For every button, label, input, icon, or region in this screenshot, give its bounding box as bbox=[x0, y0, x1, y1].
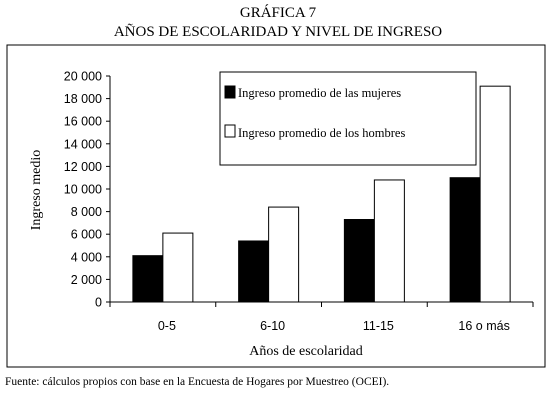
bar-women bbox=[343, 219, 375, 303]
legend: Ingreso promedio de las mujeres Ingreso … bbox=[219, 71, 477, 166]
bar-women bbox=[132, 255, 164, 303]
y-tick-label: 2 000 bbox=[71, 273, 102, 287]
legend-label-women: Ingreso promedio de las mujeres bbox=[238, 86, 401, 100]
y-tick-label: 0 bbox=[95, 296, 102, 310]
y-tick-label: 8 000 bbox=[71, 205, 102, 219]
legend-swatch-men bbox=[224, 124, 236, 138]
bar-men bbox=[268, 206, 300, 303]
x-axis-label: Años de escolaridad bbox=[249, 344, 363, 359]
y-tick-label: 20 000 bbox=[64, 70, 102, 84]
y-tick-label: 14 000 bbox=[64, 137, 102, 151]
x-axis: 0-5 6-10 11-15 16 o más bbox=[109, 301, 534, 333]
source-note: Fuente: cálculos propios con base en la … bbox=[5, 376, 389, 388]
chart-frame bbox=[6, 44, 546, 368]
legend-swatch-women bbox=[224, 85, 236, 99]
y-axis-label: Ingreso medio bbox=[29, 150, 44, 230]
bar-men bbox=[162, 232, 194, 303]
x-tick-label: 11-15 bbox=[363, 319, 394, 333]
bar-women bbox=[449, 177, 481, 303]
bar-men bbox=[479, 85, 511, 303]
bars bbox=[132, 85, 511, 303]
y-tick-label: 12 000 bbox=[64, 160, 102, 174]
legend-box bbox=[219, 71, 477, 166]
y-tick-label: 16 000 bbox=[64, 115, 102, 129]
bar-men bbox=[373, 179, 405, 303]
legend-label-men: Ingreso promedio de los hombres bbox=[238, 126, 405, 140]
y-tick-label: 6 000 bbox=[71, 228, 102, 242]
y-tick-label: 10 000 bbox=[64, 183, 102, 197]
x-tick-label: 0-5 bbox=[158, 319, 176, 333]
y-tick-label: 4 000 bbox=[71, 250, 102, 264]
x-tick-label: 6-10 bbox=[260, 319, 285, 333]
chart-title-line2: AÑOS DE ESCOLARIDAD Y NIVEL DE INGRESO bbox=[114, 24, 442, 40]
chart-title-line1: GRÁFICA 7 bbox=[240, 4, 317, 21]
x-tick-label: 16 o más bbox=[458, 319, 509, 333]
y-axis: 0 2 000 4 000 6 000 8 000 10 000 12 000 14 000 1… bbox=[64, 70, 111, 310]
bar-women bbox=[238, 240, 270, 303]
y-tick-label: 18 000 bbox=[64, 92, 102, 106]
